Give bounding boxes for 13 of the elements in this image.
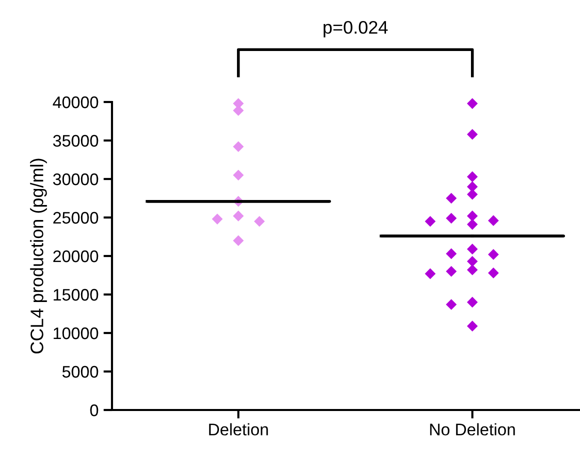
y-tick-label: 40000 [52, 96, 98, 108]
y-tick-label: 0 [90, 404, 98, 416]
y-tick-label: 35000 [53, 134, 98, 147]
y-tick-label: 25000 [53, 212, 98, 224]
y-tick-label: 10000 [54, 327, 98, 340]
y-tick-label: 30000 [53, 173, 98, 186]
y-tick-label: 20000 [53, 250, 98, 262]
y-tick-label: 15000 [54, 288, 98, 301]
y-tick-label: 5000 [62, 366, 98, 378]
x-tick-label: No Deletion [430, 423, 515, 436]
text: p=0.024 [324, 20, 388, 38]
x-tick-label: Deletion [209, 423, 268, 436]
y-axis-title: CCL4 production (pg/ml) [30, 158, 47, 354]
